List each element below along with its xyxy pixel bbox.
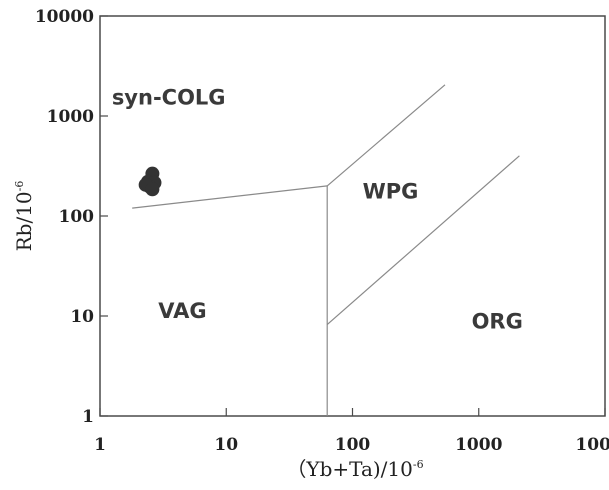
region-label-wpg: WPG: [363, 179, 419, 203]
data-points: [138, 166, 162, 197]
x-tick-label: 10000: [575, 435, 609, 455]
y-tick-labels: 1 10 100 1000 10000: [35, 7, 94, 427]
x-tick-label: 1: [94, 435, 106, 455]
y-axis-title-text: Rb/10: [12, 191, 36, 251]
x-axis-title: （Yb+Ta)/10-6: [286, 457, 423, 481]
region-label-org: ORG: [472, 309, 523, 333]
x-tick-labels: 1 10 100 1000 10000: [94, 435, 609, 455]
y-tick-label: 1: [82, 407, 94, 427]
y-tick-label: 10000: [35, 7, 94, 27]
field-labels: syn-COLG WPG VAG ORG: [112, 86, 523, 334]
y-axis-title-superscript: -6: [13, 181, 26, 192]
syn-colg-vag-boundary: [132, 185, 328, 209]
plot-frame: [99, 15, 606, 417]
sample-point: [145, 182, 160, 197]
y-axis-title: Rb/10-6: [12, 181, 36, 252]
axis-ticks: [99, 15, 606, 417]
region-label-syn-colg: syn-COLG: [112, 86, 226, 110]
region-label-vag: VAG: [158, 299, 206, 323]
x-axis-title-superscript: -6: [413, 458, 424, 471]
y-tick-label: 1000: [47, 107, 94, 127]
x-axis-title-text: （Yb+Ta)/10: [286, 457, 412, 481]
x-tick-label: 10: [214, 435, 238, 455]
x-tick-label: 100: [335, 435, 371, 455]
field-boundaries: [132, 84, 520, 416]
y-tick-label: 10: [70, 307, 94, 327]
wpg-org-boundary: [326, 155, 520, 326]
x-tick-label: 1000: [455, 435, 502, 455]
syn-colg-wpg-boundary: [326, 84, 446, 187]
y-tick-label: 100: [59, 207, 95, 227]
